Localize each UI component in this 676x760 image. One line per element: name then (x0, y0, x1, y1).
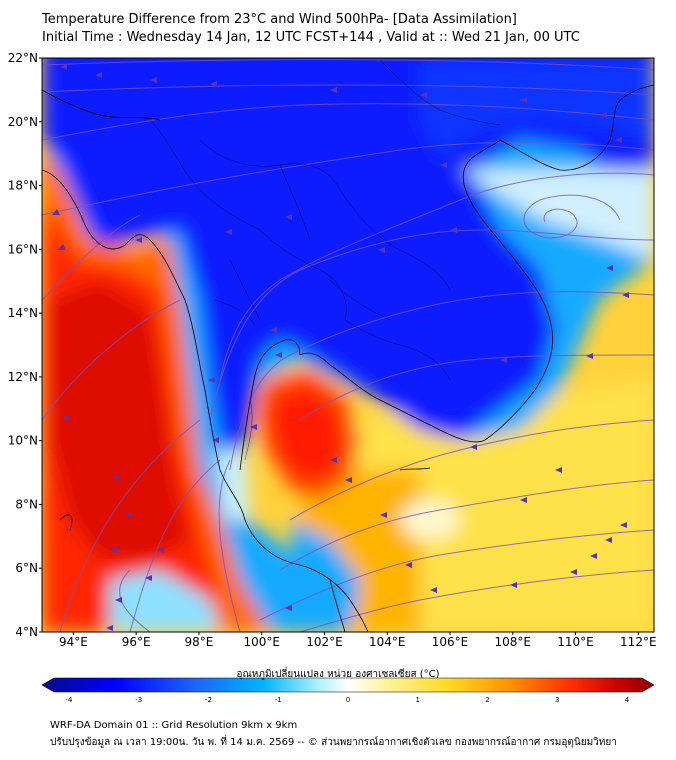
lon-tick-label: 98°E (184, 635, 213, 649)
colorbar-tick-label: 0 (346, 696, 350, 704)
lat-tick-label: 18°N (8, 179, 38, 193)
wind-arrows (52, 64, 629, 631)
lon-tick-label: 96°E (122, 635, 151, 649)
chart-subtitle: Initial Time : Wednesday 14 Jan, 12 UTC … (42, 30, 580, 45)
lat-tick-label: 4°N (15, 625, 38, 639)
lat-tick-label: 8°N (15, 497, 38, 511)
colorbar-tick-label: -1 (275, 696, 282, 704)
lat-tick-label: 22°N (8, 51, 38, 65)
map-frame (41, 57, 655, 633)
lat-tick-label: 10°N (8, 434, 38, 448)
colorbar-tick-label: -3 (135, 696, 142, 704)
lon-tick-label: 104°E (369, 635, 406, 649)
lat-tick-label: 6°N (15, 561, 38, 575)
longitude-axis: 94°E 96°E 98°E 100°E 102°E 104°E 106°E 108°E 110… (59, 632, 657, 649)
model-info: WRF-DA Domain 01 :: Grid Resolution 9km … (50, 720, 298, 731)
lon-tick-label: 108°E (495, 635, 532, 649)
latitude-axis: 22°N 20°N 18°N 16°N 14°N 12°N 10°N 8°N 6°N 4°N (8, 51, 42, 639)
lat-tick-label: 14°N (8, 306, 38, 320)
colorbar-tick-label: -4 (66, 696, 74, 704)
lon-tick-label: 112°E (620, 635, 657, 649)
political-borders (149, 59, 501, 461)
lat-tick-label: 16°N (8, 242, 38, 256)
colorbar-tick-label: -2 (205, 696, 212, 704)
colorbar-ticks: -4 -3 -2 -1 0 1 2 3 4 (66, 696, 630, 704)
lon-tick-label: 102°E (306, 635, 343, 649)
wind-streamlines (42, 59, 654, 632)
temperature-field (42, 58, 654, 632)
lon-tick-label: 94°E (59, 635, 88, 649)
chart-title: Temperature Difference from 23°C and Win… (42, 12, 517, 27)
lon-tick-label: 110°E (557, 635, 594, 649)
lon-tick-label: 100°E (243, 635, 280, 649)
lat-tick-label: 20°N (8, 115, 38, 129)
lat-tick-label: 12°N (8, 370, 38, 384)
colorbar-tick-label: 3 (555, 696, 559, 704)
colorbar-strip (41, 677, 655, 693)
colorbar-tick-label: 2 (485, 696, 489, 704)
colorbar: -4 -3 -2 -1 0 1 2 3 4 (41, 677, 655, 704)
credit-line: ปรับปรุงข้อมูล ณ เวลา 19:00น. วัน พ. ที่… (50, 737, 617, 748)
lon-tick-label: 106°E (432, 635, 469, 649)
coastlines (42, 84, 654, 632)
colorbar-tick-label: 1 (416, 696, 420, 704)
colorbar-tick-label: 4 (625, 696, 630, 704)
colorbar-title: อุณหภูมิเปลี่ยนแปลง หน่วย องศาเซลเซียส (… (236, 669, 440, 680)
